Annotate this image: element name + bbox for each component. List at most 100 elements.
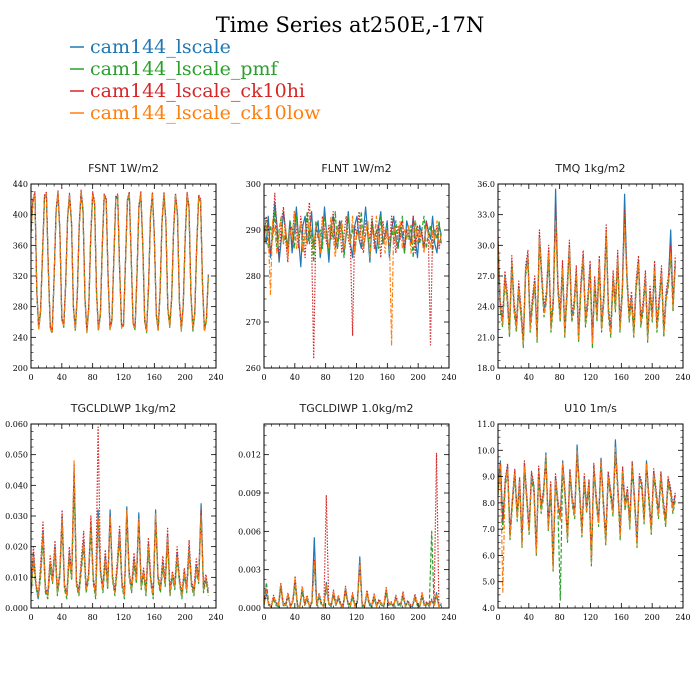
legend-entry-2: cam144_lscale_pmf	[70, 58, 280, 80]
series-line-5-2	[264, 530, 442, 608]
y-tick-label-1-1: 240	[13, 333, 28, 342]
y-tick-label-6-1: 5.0	[482, 578, 495, 587]
x-tick-label-4-1: 40	[57, 613, 67, 622]
x-tick-label-6-5: 200	[645, 613, 660, 622]
x-tick-label-5-1: 40	[290, 613, 300, 622]
y-tick-label-2-4: 300	[246, 180, 261, 189]
x-tick-label-6-6: 240	[675, 613, 690, 622]
panel-series-5	[264, 452, 442, 608]
y-tick-label-4-1: 0.010	[5, 573, 28, 582]
figure-title: Time Series at250E,-17N	[216, 13, 484, 37]
panel-4: TGCLDLWP 1kg/m2 0 40 80 120 160 200 240 0.000 0.0…	[5, 402, 224, 622]
x-tick-label-5-4: 160	[380, 613, 395, 622]
panel-series-3	[498, 188, 676, 349]
series-line-3-4	[498, 219, 676, 346]
y-tick-label-3-2: 24.0	[477, 303, 495, 312]
y-tick-label-5-4: 0.012	[238, 451, 261, 460]
legend-label-1: cam144_lscale	[90, 36, 231, 58]
panel-2: FLNT 1W/m2 0 40 80 120 160 200 240 260 270 280 290 3…	[246, 162, 457, 382]
panels: FSNT 1W/m2 0 40 80 120 160 200 240 200 240 280 320 3…	[5, 162, 691, 622]
panel-title-6: U10 1m/s	[564, 402, 617, 415]
panel-series-2	[264, 192, 442, 360]
x-tick-label-6-2: 80	[555, 613, 565, 622]
y-tick-label-3-4: 30.0	[477, 241, 495, 250]
y-tick-label-6-3: 7.0	[482, 525, 495, 534]
x-tick-label-1-2: 80	[88, 373, 98, 382]
y-tick-label-5-1: 0.003	[238, 566, 261, 575]
x-tick-label-4-5: 200	[178, 613, 193, 622]
series-line-2-1	[264, 201, 442, 268]
x-tick-label-1-0: 0	[28, 373, 33, 382]
y-tick-label-1-2: 280	[13, 303, 28, 312]
panel-series-1	[31, 189, 209, 335]
series-line-2-4	[264, 211, 442, 346]
x-tick-label-6-1: 40	[524, 613, 534, 622]
y-tick-label-5-3: 0.009	[238, 489, 261, 498]
x-tick-label-2-5: 200	[411, 373, 426, 382]
y-tick-label-4-6: 0.060	[5, 420, 28, 429]
y-tick-label-2-2: 280	[246, 272, 261, 281]
y-tick-label-3-1: 21.0	[477, 333, 495, 342]
panel-series-6	[498, 439, 676, 601]
x-tick-label-4-2: 80	[88, 613, 98, 622]
y-tick-label-3-3: 27.0	[477, 272, 495, 281]
x-tick-label-2-2: 80	[321, 373, 331, 382]
x-tick-label-2-4: 160	[380, 373, 395, 382]
y-tick-label-4-3: 0.030	[5, 512, 28, 521]
panel-title-3: TMQ 1kg/m2	[554, 162, 625, 175]
series-line-6-4	[498, 447, 676, 593]
x-tick-label-5-5: 200	[411, 613, 426, 622]
x-tick-label-2-1: 40	[290, 373, 300, 382]
y-tick-label-6-4: 8.0	[482, 499, 495, 508]
y-tick-label-1-0: 200	[13, 364, 28, 373]
x-tick-label-3-6: 240	[675, 373, 690, 382]
series-line-3-3	[498, 203, 676, 338]
y-tick-label-4-2: 0.020	[5, 543, 28, 552]
panel-title-2: FLNT 1W/m2	[321, 162, 391, 175]
x-tick-label-3-4: 160	[614, 373, 629, 382]
legend-label-2: cam144_lscale_pmf	[90, 58, 280, 80]
panel-6: U10 1m/s 0 40 80 120 160 200 240 4.0 5.0 6.0 7.0 8.0…	[477, 402, 690, 622]
x-tick-label-1-6: 240	[208, 373, 223, 382]
x-tick-label-5-6: 240	[441, 613, 456, 622]
legend-entry-4: cam144_lscale_ck10low	[70, 102, 321, 124]
x-tick-label-1-4: 160	[147, 373, 162, 382]
y-tick-label-2-3: 290	[246, 226, 261, 235]
x-tick-label-1-5: 200	[178, 373, 193, 382]
series-line-4-3	[31, 426, 209, 597]
y-tick-label-2-0: 260	[246, 364, 261, 373]
x-tick-label-4-3: 120	[116, 613, 131, 622]
panel-frame-5	[263, 423, 450, 609]
panel-3: TMQ 1kg/m2 0 40 80 120 160 200 240 18.0 21.0 24.0 2…	[477, 162, 690, 382]
panel-series-4	[31, 426, 209, 600]
x-tick-label-4-6: 240	[208, 613, 223, 622]
y-tick-label-6-2: 6.0	[482, 551, 495, 560]
legend: cam144_lscale cam144_lscale_pmf cam144_l…	[70, 36, 321, 124]
x-tick-label-5-0: 0	[261, 613, 266, 622]
legend-entry-1: cam144_lscale	[70, 36, 231, 58]
x-tick-label-6-0: 0	[495, 613, 500, 622]
panel-title-4: TGCLDLWP 1kg/m2	[70, 402, 176, 415]
y-tick-label-1-5: 400	[13, 211, 28, 220]
legend-entry-3: cam144_lscale_ck10hi	[70, 80, 305, 102]
panel-title-1: FSNT 1W/m2	[88, 162, 159, 175]
x-tick-label-2-0: 0	[261, 373, 266, 382]
series-line-1-3	[31, 189, 209, 331]
panel-1: FSNT 1W/m2 0 40 80 120 160 200 240 200 240 280 320 3…	[13, 162, 224, 382]
y-tick-label-2-1: 270	[246, 318, 261, 327]
y-tick-label-6-0: 4.0	[482, 604, 495, 613]
x-tick-label-3-2: 80	[555, 373, 565, 382]
x-tick-label-2-3: 120	[349, 373, 364, 382]
x-tick-label-6-3: 120	[583, 613, 598, 622]
x-tick-label-3-5: 200	[645, 373, 660, 382]
x-tick-label-4-4: 160	[147, 613, 162, 622]
legend-label-3: cam144_lscale_ck10hi	[90, 80, 305, 102]
x-tick-label-1-1: 40	[57, 373, 67, 382]
series-line-5-3	[264, 452, 442, 607]
y-tick-label-4-0: 0.000	[5, 604, 28, 613]
y-tick-label-3-0: 18.0	[477, 364, 495, 373]
x-tick-label-3-0: 0	[495, 373, 500, 382]
y-tick-label-3-5: 33.0	[477, 211, 495, 220]
y-tick-label-5-2: 0.006	[238, 527, 261, 536]
y-tick-label-4-5: 0.050	[5, 451, 28, 460]
